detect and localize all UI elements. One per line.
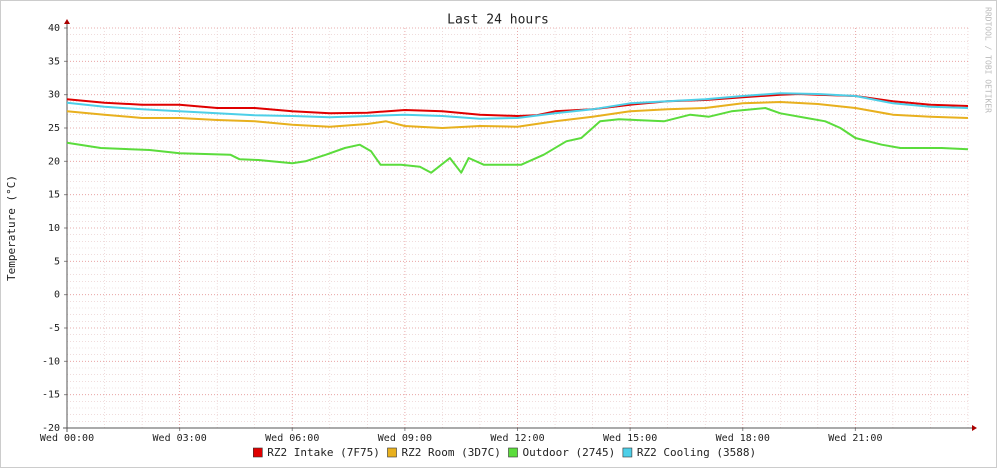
y-tick-label: -20 — [42, 423, 60, 434]
x-tick-label: Wed 00:00 — [40, 433, 94, 444]
y-tick-label: 0 — [54, 290, 60, 301]
x-axis-arrow — [972, 425, 977, 431]
y-tick-label: -5 — [48, 323, 60, 334]
x-tick-label: Wed 18:00 — [716, 433, 770, 444]
legend-label: RZ2 Cooling (3588) — [637, 446, 756, 459]
y-tick-label: 30 — [48, 90, 60, 101]
legend-swatch — [253, 447, 263, 458]
y-tick-label: 10 — [48, 223, 60, 234]
watermark: RRDTOOL / TOBI OETIKER — [984, 7, 993, 113]
y-tick-label: -10 — [42, 356, 60, 367]
legend-swatch — [622, 447, 633, 458]
series-line — [66, 101, 969, 129]
legend-label: RZ2 Intake (7F75) — [267, 446, 380, 459]
legend-swatch — [508, 447, 518, 458]
legend-label: RZ2 Room (3D7C) — [402, 446, 501, 459]
y-tick-label: 40 — [48, 23, 60, 34]
y-tick-label: 5 — [54, 256, 60, 267]
x-tick-label: Wed 09:00 — [378, 433, 432, 444]
y-tick-label: 35 — [48, 56, 60, 67]
series-line — [66, 92, 969, 120]
series-line — [66, 107, 969, 174]
y-axis-label: Temperature (°C) — [5, 175, 18, 281]
y-tick-label: -15 — [42, 390, 60, 401]
legend-swatch — [387, 447, 397, 458]
x-tick-label: Wed 06:00 — [265, 433, 319, 444]
x-tick-label: Wed 03:00 — [153, 433, 207, 444]
x-tick-label: Wed 21:00 — [828, 433, 882, 444]
chart-title: Last 24 hours — [447, 13, 549, 28]
x-tick-label: Wed 12:00 — [490, 433, 544, 444]
legend-label: Outdoor (2745) — [523, 446, 616, 459]
x-tick-label: Wed 15:00 — [603, 433, 657, 444]
y-tick-label: 25 — [48, 123, 60, 134]
y-tick-label: 20 — [48, 156, 60, 167]
y-axis-arrow — [64, 19, 70, 24]
y-tick-label: 15 — [48, 190, 60, 201]
